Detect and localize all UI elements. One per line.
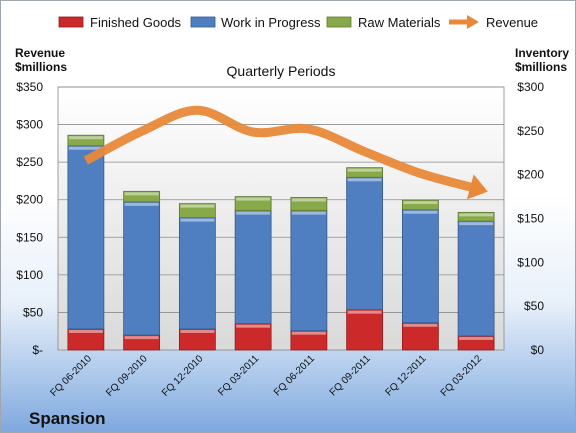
- bar-finished-goods: [401, 322, 439, 351]
- bar-work-in-progress: [457, 220, 495, 337]
- x-tick-label: FQ 03-2012: [439, 353, 485, 399]
- bar-highlight: [459, 213, 494, 217]
- bar-finished-goods: [346, 309, 384, 351]
- bar-work-in-progress: [401, 209, 439, 324]
- bar-highlight: [291, 331, 326, 335]
- x-tick-label: FQ 06-2011: [272, 353, 317, 398]
- x-tick-label: FQ 12-2010: [160, 353, 206, 399]
- bar-raw-materials: [178, 203, 216, 219]
- right-tick-label: $250: [517, 124, 544, 138]
- bar-work-in-progress: [290, 210, 328, 332]
- bar-raw-materials: [290, 197, 328, 212]
- x-tick-label: FQ 06-2010: [48, 353, 94, 399]
- right-tick-label: $100: [517, 255, 544, 269]
- bar-work-in-progress: [67, 145, 105, 330]
- bars: [67, 134, 495, 351]
- right-tick-label: $300: [517, 80, 544, 94]
- right-tick-label: $50: [524, 299, 544, 313]
- bar-raw-materials: [346, 167, 384, 178]
- left-tick-label: $150: [16, 230, 43, 244]
- left-tick-label: $200: [16, 193, 43, 207]
- x-tick-label: FQ 12-2011: [384, 353, 429, 398]
- legend-label-raw-materials: Raw Materials: [358, 15, 441, 30]
- chart-title: Quarterly Periods: [227, 63, 336, 79]
- bar-work-in-progress: [123, 201, 161, 336]
- bar-highlight: [403, 201, 438, 205]
- legend-label-work-in-progress: Work in Progress: [221, 15, 321, 30]
- x-tick-label: FQ 03-2011: [216, 353, 261, 398]
- bar-raw-materials: [234, 196, 272, 212]
- bar-finished-goods: [234, 323, 272, 351]
- bar-highlight: [68, 329, 103, 333]
- legend-swatch-raw-materials: [326, 16, 352, 28]
- left-tick-label: $250: [16, 155, 43, 169]
- bar-highlight: [124, 202, 159, 206]
- bar-raw-materials: [457, 211, 495, 222]
- left-axis-title-line2: $millions: [15, 60, 67, 74]
- legend-label-finished-goods: Finished Goods: [90, 15, 182, 30]
- bar-work-in-progress: [234, 210, 272, 325]
- bar-highlight: [291, 198, 326, 202]
- bar-highlight: [180, 329, 215, 333]
- left-tick-label: $-: [32, 343, 43, 357]
- left-tick-label: $100: [16, 268, 43, 282]
- legend: Finished Goods Work in Progress Raw Mate…: [58, 15, 538, 30]
- legend-arrow-revenue: [449, 15, 479, 29]
- revenue-line-path: [83, 105, 478, 193]
- bar-highlight: [236, 197, 271, 201]
- right-axis-title-line2: $millions: [515, 60, 567, 74]
- legend-swatch-work-in-progress: [190, 16, 216, 28]
- bar-highlight: [236, 324, 271, 328]
- bar-highlight: [124, 192, 159, 196]
- left-axis-ticks: $- $50 $100 $150 $200 $250 $300 $350: [16, 80, 43, 357]
- right-axis-ticks: $0 $50 $100 $150 $200 $250 $300: [517, 80, 544, 357]
- bar-highlight: [459, 222, 494, 226]
- right-tick-label: $150: [517, 212, 544, 226]
- bar-highlight: [68, 146, 103, 150]
- bar-work-in-progress: [178, 217, 216, 330]
- bar-work-in-progress: [346, 176, 384, 311]
- left-tick-label: $350: [16, 80, 43, 94]
- revenue-line: [83, 105, 488, 200]
- bar-highlight: [68, 136, 103, 140]
- company-name: Spansion: [29, 409, 106, 428]
- x-tick-label: FQ 09-2010: [104, 353, 150, 399]
- x-axis-ticks: FQ 06-2010 FQ 09-2010 FQ 12-2010 FQ 03-2011…: [48, 353, 484, 399]
- bar-highlight: [347, 178, 382, 182]
- right-tick-label: $200: [517, 168, 544, 182]
- x-tick-label: FQ 09-2011: [328, 353, 373, 398]
- bar-highlight: [291, 211, 326, 215]
- bar-highlight: [180, 218, 215, 222]
- right-axis-title-line1: Inventory: [515, 46, 569, 60]
- bar-highlight: [180, 204, 215, 208]
- bar-raw-materials: [401, 199, 439, 211]
- legend-label-revenue: Revenue: [486, 15, 538, 30]
- bar-highlight: [459, 336, 494, 340]
- legend-swatch-finished-goods: [58, 16, 84, 28]
- bar-highlight: [403, 323, 438, 327]
- right-tick-label: $0: [531, 343, 545, 357]
- left-tick-label: $50: [23, 305, 43, 319]
- bar-highlight: [236, 211, 271, 215]
- bar-highlight: [347, 310, 382, 314]
- bar-highlight: [124, 336, 159, 340]
- left-tick-label: $300: [16, 118, 43, 132]
- bar-raw-materials: [67, 134, 105, 147]
- bar-highlight: [347, 168, 382, 172]
- revenue-arrowhead: [466, 174, 488, 200]
- left-axis-title-line1: Revenue: [15, 46, 65, 60]
- bar-highlight: [403, 210, 438, 214]
- bar-raw-materials: [123, 190, 161, 203]
